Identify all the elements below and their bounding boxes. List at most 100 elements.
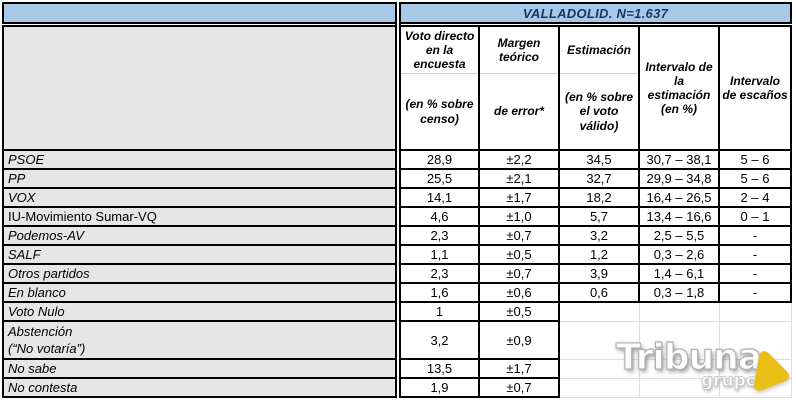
voto-directo-cell: 1,9 <box>395 377 480 398</box>
column-header-4: Intervalo de la estimación (en %) <box>638 23 720 151</box>
margen-error-cell: ±1,0 <box>478 206 560 227</box>
intervalo-escanos-cell: 2 – 4 <box>717 187 793 208</box>
empty-grid-cell <box>638 377 720 398</box>
column-header-top-label: Margen teórico <box>481 27 557 74</box>
intervalo-estimacion-cell: 13,4 – 16,6 <box>638 206 720 227</box>
table-row: Otros partidos 2,3 ±0,7 3,9 1,4 – 6,1- <box>2 263 793 284</box>
voto-directo-cell: 13,5 <box>395 358 480 379</box>
header-corner-cell <box>2 23 399 151</box>
party-label-cell: PSOE <box>2 149 399 170</box>
party-label-cell: En blanco <box>2 282 399 303</box>
column-header-bottom-label: (en % sobre el voto válido) <box>564 90 633 133</box>
column-header-label: Intervalo de escaños <box>722 73 788 102</box>
voto-directo-cell: 1,1 <box>395 244 480 265</box>
party-label-line2: (“No votaría”) <box>8 341 86 356</box>
margen-error-cell: ±0,7 <box>478 377 560 398</box>
estimacion-cell: 3,2 <box>558 225 640 246</box>
margen-error-cell: ±0,7 <box>478 225 560 246</box>
intervalo-escanos-cell: 5 – 6 <box>717 168 793 189</box>
voto-directo-cell: 25,5 <box>395 168 480 189</box>
column-header-3: Estimación (en % sobre el voto válido) <box>558 23 640 151</box>
party-label-cell: PP <box>2 168 399 189</box>
intervalo-estimacion-cell: 0,3 – 1,8 <box>638 282 720 303</box>
tribuna-watermark-sub: grupo <box>701 371 758 392</box>
intervalo-estimacion-cell: 2,5 – 5,5 <box>638 225 720 246</box>
empty-grid-cell <box>558 358 640 379</box>
column-header-top-label: Voto directo en la encuesta <box>404 27 477 74</box>
intervalo-escanos-cell: - <box>717 263 793 284</box>
party-label-cell: Abstención (“No votaría”) <box>2 320 399 360</box>
voto-directo-cell: 2,3 <box>395 225 480 246</box>
party-label-cell: No contesta <box>2 377 399 398</box>
empty-grid-cell <box>638 301 720 322</box>
table-row: No contesta 1,9 ±0,7 <box>2 377 792 398</box>
intervalo-estimacion-cell: 29,9 – 34,8 <box>638 168 720 189</box>
margen-error-cell: ±2,2 <box>478 149 560 170</box>
intervalo-escanos-cell: 5 – 6 <box>717 149 793 170</box>
party-label-cell: IU-Movimiento Sumar-VQ <box>2 206 399 227</box>
banner-row: VALLADOLID. N=1.637 <box>2 2 793 27</box>
voto-directo-cell: 14,1 <box>395 187 480 208</box>
party-label-cell: Voto Nulo <box>2 301 399 322</box>
margen-error-cell: ±0,6 <box>478 282 560 303</box>
table-row: En blanco 1,6 ±0,6 0,6 0,3 – 1,8- <box>2 282 793 303</box>
column-header-bottom-label: (en % sobre censo) <box>405 97 474 126</box>
party-label-cell: Podemos-AV <box>2 225 399 246</box>
column-header-5: Intervalo de escaños <box>717 23 793 151</box>
intervalo-estimacion-cell: 30,7 – 38,1 <box>638 149 720 170</box>
empty-grid-cell <box>558 320 640 360</box>
margen-error-cell: ±1,7 <box>478 358 560 379</box>
party-label-cell: SALF <box>2 244 399 265</box>
voto-directo-cell: 4,6 <box>395 206 480 227</box>
table-row: No sabe 13,5 ±1,7 <box>2 358 792 379</box>
empty-grid-cell <box>718 320 792 360</box>
voto-directo-cell: 3,2 <box>395 320 480 360</box>
intervalo-estimacion-cell: 16,4 – 26,5 <box>638 187 720 208</box>
voto-directo-cell: 1 <box>395 301 480 322</box>
table-row: Voto Nulo 1 ±0,5 <box>2 301 792 322</box>
column-header-bottom-label: de error* <box>493 104 545 119</box>
empty-grid-cell <box>718 301 792 322</box>
estimacion-cell: 5,7 <box>558 206 640 227</box>
column-header-top-label: Estimación <box>561 27 637 74</box>
intervalo-escanos-cell: - <box>717 244 793 265</box>
intervalo-escanos-cell: 0 – 1 <box>717 206 793 227</box>
table-row: SALF 1,1 ±0,5 1,2 0,3 – 2,6- <box>2 244 793 265</box>
empty-grid-cell <box>638 320 720 360</box>
intervalo-estimacion-cell: 0,3 – 2,6 <box>638 244 720 265</box>
column-header-label: Intervalo de la estimación (en %) <box>645 59 713 117</box>
table-row: Podemos-AV 2,3 ±0,7 3,2 2,5 – 5,5- <box>2 225 793 246</box>
intervalo-escanos-cell: - <box>717 225 793 246</box>
tribuna-watermark-brand: Tribuna <box>615 336 762 378</box>
voto-directo-cell: 1,6 <box>395 282 480 303</box>
column-header-1: Voto directo en la encuesta (en % sobre c… <box>395 23 480 151</box>
empty-grid-cell <box>558 377 640 398</box>
margen-error-cell: ±0,9 <box>478 320 560 360</box>
intervalo-escanos-cell: - <box>717 282 793 303</box>
margen-error-cell: ±0,5 <box>478 301 560 322</box>
table-row: PSOE 28,9 ±2,2 34,5 30,7 – 38,1 5 – 6 <box>2 149 793 170</box>
table-row: IU-Movimiento Sumar-VQ 4,6 ±1,0 5,7 13,4 – 1… <box>2 206 793 227</box>
margen-error-cell: ±0,5 <box>478 244 560 265</box>
margen-error-cell: ±0,7 <box>478 263 560 284</box>
table-row: PP 25,5 ±2,1 32,7 29,9 – 34,8 5 – 6 <box>2 168 793 189</box>
estimacion-cell: 1,2 <box>558 244 640 265</box>
table-title: VALLADOLID. N=1.637 <box>394 2 793 27</box>
party-label-line1: Abstención <box>8 324 73 339</box>
voto-directo-cell: 28,9 <box>395 149 480 170</box>
estimacion-cell: 32,7 <box>558 168 640 189</box>
estimacion-cell: 34,5 <box>558 149 640 170</box>
column-header-row: Voto directo en la encuesta (en % sobre c… <box>2 23 793 151</box>
column-header-2: Margen teórico de error* <box>478 23 560 151</box>
party-label-cell: No sabe <box>2 358 399 379</box>
table-row: VOX 14,1 ±1,7 18,2 16,4 – 26,5 2 – 4 <box>2 187 793 208</box>
party-label-cell: VOX <box>2 187 399 208</box>
party-label-cell: Otros partidos <box>2 263 399 284</box>
table-row: Abstención (“No votaría”) 3,2 ±0,9 <box>2 320 792 360</box>
banner-empty-cell <box>2 2 399 27</box>
valladolid-poll-table: VALLADOLID. N=1.637 Voto directo en la e… <box>2 2 793 398</box>
estimacion-cell: 3,9 <box>558 263 640 284</box>
voto-directo-cell: 2,3 <box>395 263 480 284</box>
estimacion-cell: 0,6 <box>558 282 640 303</box>
